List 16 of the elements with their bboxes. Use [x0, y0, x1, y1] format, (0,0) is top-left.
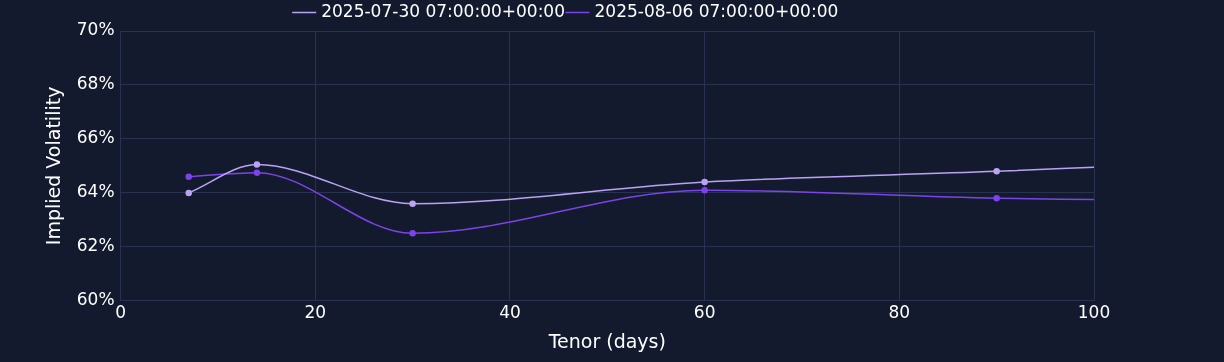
- x-tick-label: 80: [888, 302, 911, 323]
- legend-label: 2025-08-06 07:00:00+00:00: [594, 0, 839, 21]
- y-tick-label: 66%: [76, 127, 115, 148]
- y-tick-label: 62%: [76, 235, 115, 256]
- x-tick-label: 0: [115, 302, 126, 323]
- x-tick-label: 40: [499, 302, 521, 323]
- x-tick-label: 60: [693, 302, 716, 323]
- x-tick-label: 20: [304, 302, 327, 323]
- x-axis-title: Tenor (days): [547, 329, 666, 352]
- x-tick-label: 100: [1077, 302, 1111, 323]
- y-tick-label: 68%: [76, 73, 115, 94]
- legend-label: 2025-07-30 07:00:00+00:00: [321, 0, 566, 21]
- y-tick-label: 64%: [76, 181, 115, 202]
- y-tick-label: 60%: [76, 289, 115, 310]
- y-axis-title: Implied Volatility: [42, 86, 65, 246]
- y-tick-label: 70%: [76, 19, 115, 40]
